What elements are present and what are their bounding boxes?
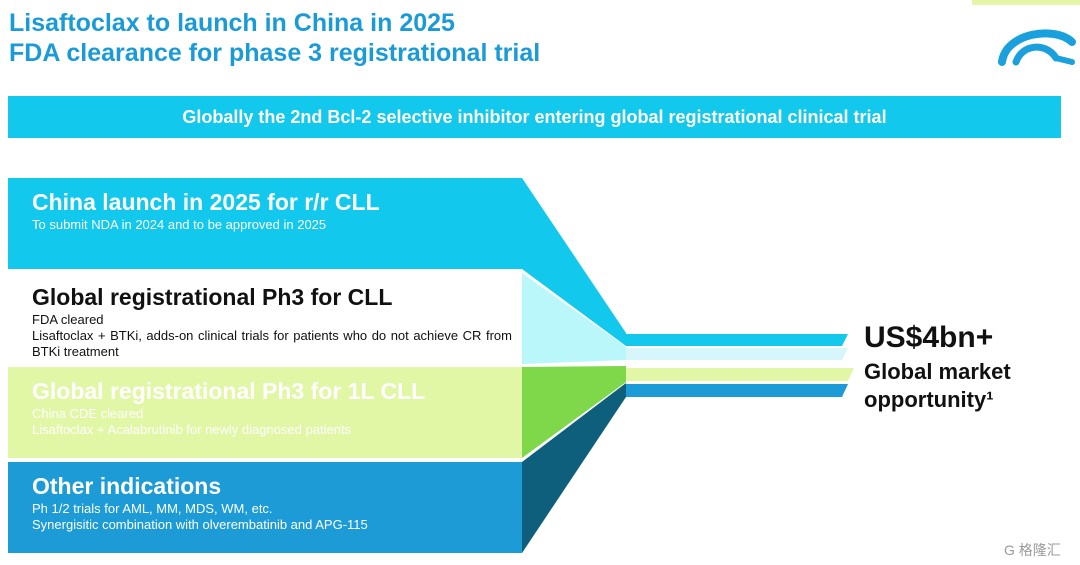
watermark: G 格隆汇 bbox=[1004, 542, 1061, 558]
market-label: Global market opportunity¹ bbox=[864, 358, 1074, 414]
block-global-ph3-cll: Global registrational Ph3 for CLL FDA cl… bbox=[8, 273, 522, 364]
market-label-line-2: opportunity¹ bbox=[864, 387, 994, 412]
block-global-ph3-1l-cll: Global registrational Ph3 for 1L CLL Chi… bbox=[8, 367, 522, 458]
block-line: China CDE cleared bbox=[32, 406, 144, 421]
top-accent-strip bbox=[972, 0, 1080, 5]
wedge-4 bbox=[522, 383, 626, 553]
block-heading: Global registrational Ph3 for CLL bbox=[32, 284, 393, 310]
wedge-3 bbox=[522, 366, 626, 458]
market-label-line-1: Global market bbox=[864, 359, 1011, 384]
market-opportunity: US$4bn+ Global market opportunity¹ bbox=[864, 320, 1074, 414]
block-heading: China launch in 2025 for r/r CLL bbox=[32, 189, 380, 215]
block-line: To submit NDA in 2024 and to be approved… bbox=[32, 217, 327, 232]
arrow-bar-1 bbox=[626, 334, 848, 346]
company-logo-icon bbox=[998, 29, 1076, 66]
page-title: Lisaftoclax to launch in China in 2025 F… bbox=[9, 8, 540, 68]
arrow-bar-2 bbox=[626, 348, 848, 360]
block-heading: Global registrational Ph3 for 1L CLL bbox=[32, 378, 426, 404]
block-bg-1 bbox=[8, 178, 522, 269]
block-bg-4 bbox=[8, 462, 522, 553]
arrow-bar-3 bbox=[626, 368, 854, 381]
wedge-1 bbox=[522, 178, 626, 346]
arrow-bar-4 bbox=[626, 384, 848, 397]
block-china-launch: China launch in 2025 for r/r CLL To subm… bbox=[8, 178, 522, 269]
block-line: Lisaftoclax + BTKi, adds-on clinical tri… bbox=[32, 328, 512, 359]
block-line: FDA cleared bbox=[32, 312, 104, 327]
title-line-1: Lisaftoclax to launch in China in 2025 bbox=[9, 9, 455, 37]
banner: Globally the 2nd Bcl-2 selective inhibit… bbox=[8, 96, 1061, 138]
block-other-indications: Other indications Ph 1/2 trials for AML,… bbox=[8, 462, 522, 553]
market-value: US$4bn+ bbox=[864, 321, 994, 354]
block-heading: Other indications bbox=[32, 473, 222, 499]
title-line-2: FDA clearance for phase 3 registrational… bbox=[9, 39, 541, 67]
block-line: Synergisitic combination with olverembat… bbox=[32, 517, 368, 532]
block-line: Lisaftoclax + Acalabrutinib for newly di… bbox=[32, 422, 352, 437]
block-line: Ph 1/2 trials for AML, MM, MDS, WM, etc. bbox=[32, 501, 273, 516]
wedge-2 bbox=[522, 273, 626, 364]
block-bg-3 bbox=[8, 367, 522, 458]
